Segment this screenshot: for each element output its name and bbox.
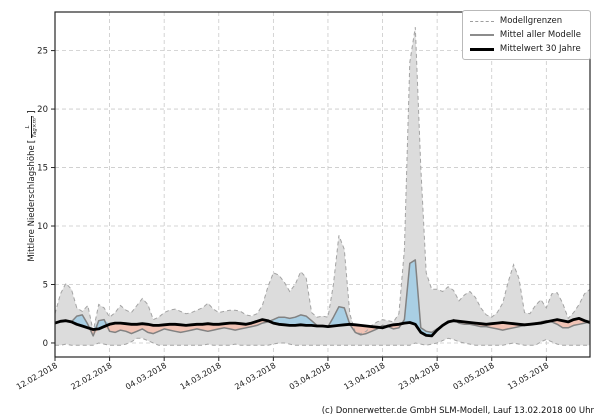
legend-item-1: Mittel aller Modelle	[469, 30, 581, 40]
below-climate-fill	[55, 318, 590, 336]
legend-item-0: Modellgrenzen	[469, 16, 581, 26]
copyright-caption: (c) Donnerwetter.de GmbH SLM-Modell, Lau…	[321, 406, 594, 416]
axes-spines	[54, 11, 591, 358]
y-tick-label: 0	[43, 339, 48, 349]
x-tick-label: 03.04.2018	[288, 361, 332, 392]
y-axis-label-text: Mittlere Niederschlagshöhe	[27, 145, 37, 262]
model-range-band	[55, 27, 590, 346]
y-tick-label: 25	[37, 46, 48, 56]
x-tick-label: 13.04.2018	[342, 361, 386, 392]
x-tick-label: 04.03.2018	[124, 361, 168, 392]
model-lower-boundary-line	[55, 337, 590, 346]
legend-line-sample-solid-bold	[469, 47, 494, 51]
legend: Modellgrenzen Mittel aller Modelle Mittelw…	[461, 10, 591, 60]
legend-label: Modellgrenzen	[499, 16, 563, 26]
y-axis-unit-fraction: L Tag×m²	[25, 115, 39, 138]
x-tick-label: 24.03.2018	[233, 361, 277, 392]
x-tick-label: 14.03.2018	[179, 361, 223, 392]
legend-label: Mittelwert 30 Jahre	[499, 44, 581, 54]
y-axis-unit-denominator: Tag×m²	[31, 115, 39, 138]
model-upper-boundary-line	[54, 27, 591, 335]
legend-line-sample-dashed	[469, 20, 494, 22]
y-axis-label: Mittlere Niederschlagshöhe [ L Tag×m² ]	[24, 71, 40, 301]
x-tick-label: 03.05.2018	[452, 361, 496, 392]
legend-item-2: Mittelwert 30 Jahre	[469, 44, 581, 54]
x-tick-label: 22.02.2018	[69, 361, 113, 392]
x-tick-label: 23.04.2018	[397, 361, 441, 392]
y-tick-label: 10	[37, 222, 48, 232]
y-tick-label: 15	[37, 163, 48, 173]
y-tick-label: 5	[43, 280, 48, 290]
y-tick-label: 20	[37, 105, 48, 115]
x-tick-label: 13.05.2018	[506, 361, 550, 392]
thirty-year-mean-line	[54, 316, 591, 338]
y-axis-unit-bracket-open: [	[27, 139, 37, 144]
legend-line-sample-solid	[469, 34, 494, 36]
legend-label: Mittel aller Modelle	[499, 30, 581, 40]
y-axis-unit-bracket-close: ]	[27, 110, 37, 114]
x-tick-label: 12.02.2018	[15, 361, 59, 392]
